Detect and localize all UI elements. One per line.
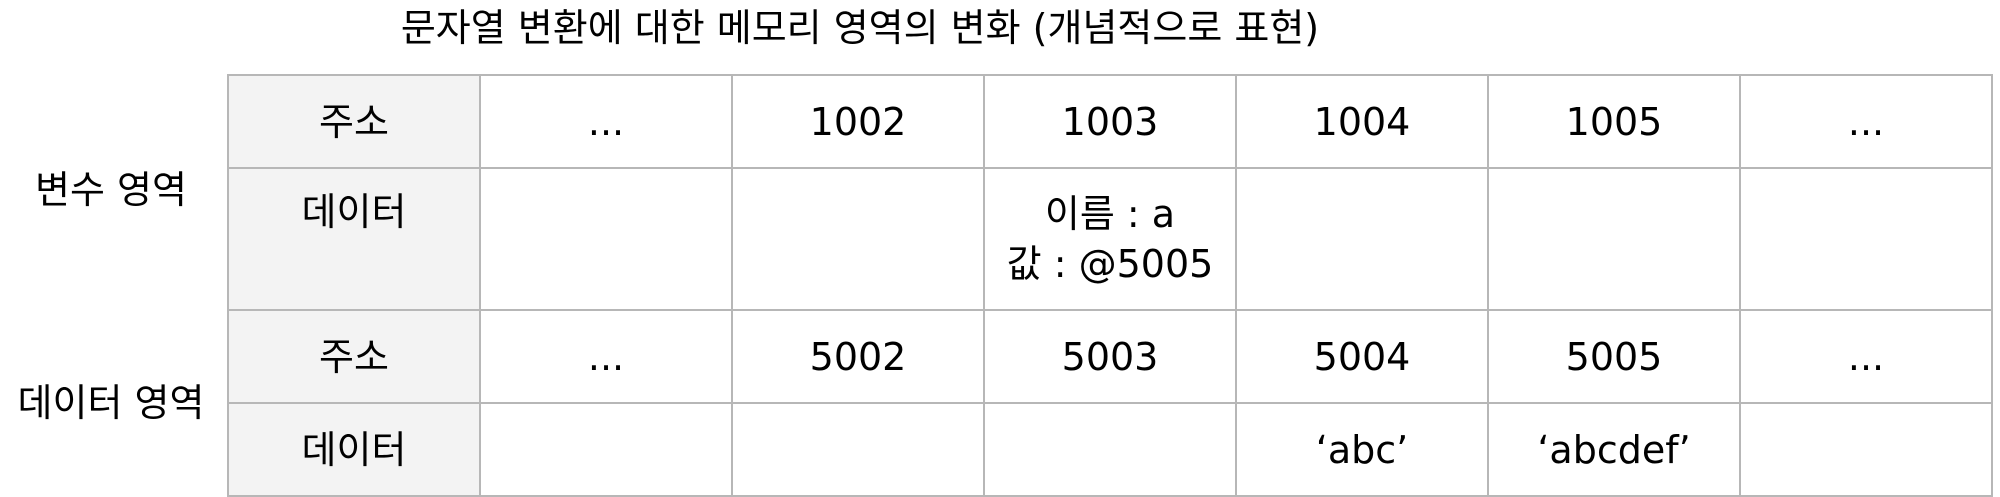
variable-area-label: 변수 영역 [35,168,187,212]
variable-value-text: 값 : @5005 [1006,242,1214,286]
data-data-cell [1739,402,1993,497]
diagram-title: 문자열 변환에 대한 메모리 영역의 변화 (개념적으로 표현) [400,6,1320,50]
data-address-row: 주소 ... 5002 5003 5004 5005 ... [227,309,1993,404]
data-address-cell: 5004 [1235,309,1489,404]
data-address-cell: ... [1739,309,1993,404]
data-address-cell: 5002 [731,309,985,404]
variable-data-cell [1487,167,1741,311]
data-data-cell [731,402,985,497]
variable-data-cell [479,167,733,311]
variable-address-row: 주소 ... 1002 1003 1004 1005 ... [227,74,1993,169]
variable-data-cell [1235,167,1489,311]
variable-address-header: 주소 [227,74,481,169]
data-address-cell: ... [479,309,733,404]
variable-data-cell [731,167,985,311]
variable-data-cell [1739,167,1993,311]
data-data-cell-abc: ‘abc’ [1235,402,1489,497]
variable-address-cell: ... [479,74,733,169]
variable-address-cell: 1002 [731,74,985,169]
data-data-row: 데이터 ‘abc’ ‘abcdef’ [227,402,1993,497]
variable-address-cell: 1003 [983,74,1237,169]
data-area-label: 데이터 영역 [17,381,205,425]
data-address-cell: 5005 [1487,309,1741,404]
variable-name-text: 이름 : a [1044,192,1176,236]
variable-address-cell: 1005 [1487,74,1741,169]
data-data-cell-abcdef: ‘abcdef’ [1487,402,1741,497]
data-address-header: 주소 [227,309,481,404]
data-address-cell: 5003 [983,309,1237,404]
data-data-cell [479,402,733,497]
data-data-cell [983,402,1237,497]
memory-table: 주소 ... 1002 1003 1004 1005 ... 데이터 이름 : … [227,74,1993,497]
data-data-header: 데이터 [227,402,481,497]
variable-data-cell-1003: 이름 : a 값 : @5005 [983,167,1237,311]
variable-address-cell: 1004 [1235,74,1489,169]
variable-address-cell: ... [1739,74,1993,169]
variable-data-header: 데이터 [227,167,481,311]
variable-data-row: 데이터 이름 : a 값 : @5005 [227,167,1993,311]
